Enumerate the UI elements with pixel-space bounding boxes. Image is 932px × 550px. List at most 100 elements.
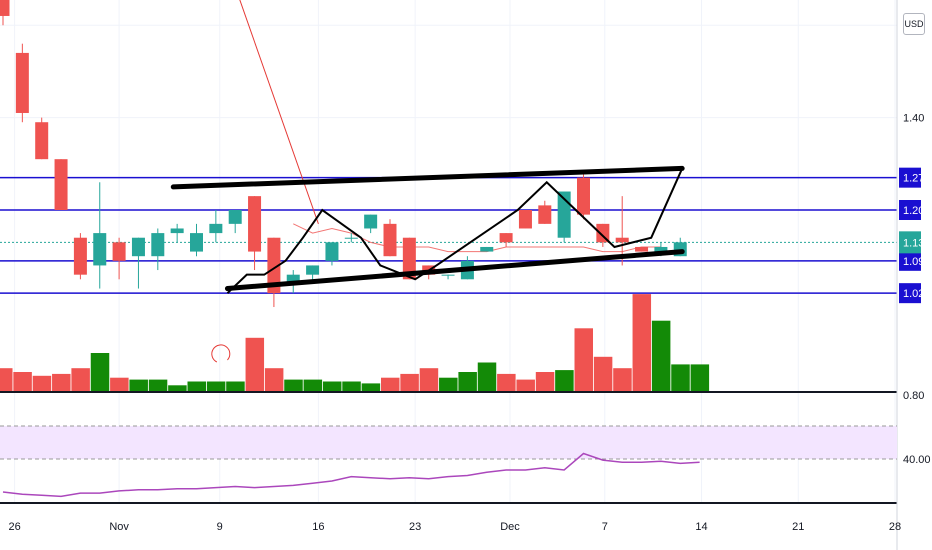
volume-bar: [168, 385, 187, 391]
y-tick-label: 1.40: [903, 113, 924, 125]
candle-body: [54, 159, 68, 210]
volume-bar: [342, 381, 361, 391]
volume-bar: [458, 372, 477, 391]
volume-bar: [129, 379, 148, 391]
candle-body: [383, 223, 397, 257]
candle-body: [635, 246, 649, 252]
volume-bar: [516, 379, 535, 391]
candle-body: [480, 246, 494, 252]
candle-body: [35, 122, 49, 160]
candle-body: [93, 233, 107, 266]
candle-body: [306, 265, 320, 275]
volume-bar: [400, 373, 419, 391]
level-price-pill: [899, 167, 921, 188]
candle-body: [15, 52, 29, 113]
x-tick-label: 9: [217, 521, 223, 533]
volume-bar: [632, 294, 652, 391]
candle-body: [151, 233, 165, 257]
candle-body: [518, 210, 532, 229]
channel-lower-line: [224, 249, 685, 292]
candle-body: [209, 223, 223, 234]
volume-bar: [52, 373, 71, 391]
volume-bar: [613, 368, 632, 391]
volume-bar: [671, 364, 690, 391]
candlesticks: [0, 0, 687, 308]
currency-button[interactable]: USD: [903, 13, 925, 35]
level-price-label: 1.20: [903, 205, 924, 217]
volume-bar: [555, 370, 574, 391]
volume-bar: [593, 356, 613, 391]
current-price-pill: [899, 231, 921, 254]
volume-bars: [0, 294, 710, 391]
volume-bar: [651, 320, 671, 391]
x-tick-label: 14: [695, 521, 707, 533]
volume-bar: [226, 381, 245, 391]
oscillator-line: [2, 452, 700, 498]
channel-upper-line: [170, 165, 685, 190]
candle-body: [325, 242, 339, 261]
candle-body: [654, 246, 668, 252]
volume-bar: [245, 337, 265, 391]
level-price-pill: [899, 283, 921, 304]
volume-bar: [303, 379, 323, 391]
candle-body: [615, 237, 629, 243]
level-price-label: 1.09: [903, 256, 924, 268]
moving-average-line: [293, 223, 661, 253]
volume-bar: [0, 368, 13, 391]
volume-bar: [381, 377, 400, 391]
x-tick-label: Nov: [109, 521, 129, 533]
level-price-label: 1.02: [903, 288, 924, 300]
level-price-pill: [899, 250, 921, 271]
volume-bar: [187, 381, 206, 391]
candle-body: [286, 274, 300, 284]
volume-bar: [361, 383, 381, 391]
zigzag-line: [226, 168, 684, 294]
candle-body: [267, 237, 281, 294]
trend-line: [239, 0, 319, 225]
candle-body: [538, 205, 552, 224]
oscillator-tick-label: 40.00: [903, 454, 931, 466]
volume-bar: [110, 377, 129, 391]
volume-bar: [90, 353, 110, 391]
x-tick-label: 21: [792, 521, 804, 533]
candle-body: [112, 242, 126, 261]
x-tick-label: 26: [8, 521, 20, 533]
x-tick-label: 7: [602, 521, 608, 533]
oscillator-band: [0, 426, 897, 459]
candle-body: [441, 274, 455, 276]
volume-bar: [71, 368, 90, 391]
candle-body: [402, 237, 416, 280]
candle-body: [0, 0, 10, 16]
volume-bar: [477, 362, 497, 391]
candle-body: [131, 237, 145, 257]
x-tick-label: 23: [409, 521, 421, 533]
volume-bar: [284, 379, 303, 391]
volume-bar: [535, 372, 555, 391]
x-tick-label: Dec: [500, 521, 520, 533]
volume-bar: [322, 381, 342, 391]
x-tick-label: 28: [889, 521, 901, 533]
candle-body: [73, 237, 87, 275]
level-price-label: 1.27: [903, 173, 924, 185]
current-price-label: 1.13: [903, 237, 924, 249]
volume-bar: [574, 328, 593, 391]
candle-body: [577, 177, 590, 215]
candle-body: [344, 237, 358, 239]
volume-bar: [264, 368, 284, 391]
annotation-circle: [211, 344, 231, 363]
volume-bar: [13, 372, 32, 391]
volume-bar: [419, 368, 439, 391]
volume-bar: [32, 375, 52, 391]
volume-bar: [148, 379, 168, 391]
level-price-pill: [899, 200, 921, 220]
y-tick-label: 0.80: [903, 390, 924, 402]
volume-bar: [497, 373, 516, 391]
volume-bar: [206, 381, 226, 391]
candle-body: [228, 210, 242, 224]
volume-bar: [439, 377, 458, 391]
candle-body: [170, 228, 184, 234]
candle-body: [190, 233, 203, 252]
x-tick-label: 16: [312, 521, 324, 533]
